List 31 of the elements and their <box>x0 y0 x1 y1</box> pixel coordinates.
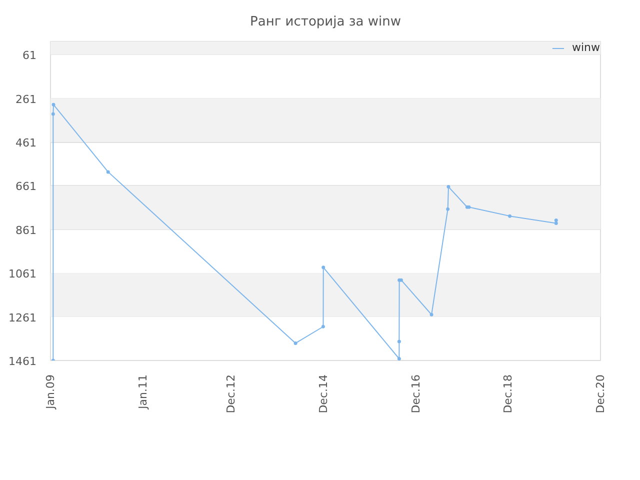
point <box>554 218 558 222</box>
legend-label: winw <box>572 41 600 54</box>
x-tick-label: Dec.16 <box>409 374 422 414</box>
point <box>321 324 325 328</box>
x-tick-label: Jan.11 <box>136 374 150 410</box>
point <box>508 214 512 218</box>
point <box>51 112 55 116</box>
point <box>294 341 298 345</box>
point <box>397 357 401 360</box>
point <box>52 102 56 106</box>
y-tick-label: 1261 <box>8 311 37 324</box>
point <box>446 207 450 211</box>
y-tick-label: 861 <box>16 224 37 237</box>
x-tick-label: Dec.18 <box>502 374 515 414</box>
point <box>106 170 110 174</box>
chart-title: Ранг историја за winw <box>250 14 402 30</box>
y-tick-label: 661 <box>16 180 37 194</box>
point <box>554 222 558 226</box>
point <box>322 266 326 270</box>
x-tick-label: Dec.12 <box>224 374 238 414</box>
y-tick-label: 1061 <box>8 268 37 281</box>
point <box>446 185 450 189</box>
y-tick-label: 261 <box>16 92 37 106</box>
x-tick-label: Dec.14 <box>316 374 330 414</box>
point <box>397 340 401 344</box>
point <box>430 312 434 316</box>
x-tick-label: Dec.20 <box>594 374 607 414</box>
y-tick-label: 1461 <box>8 355 37 368</box>
x-tick-label: Jan.09 <box>44 374 57 410</box>
y-tick-label: 461 <box>16 136 37 150</box>
y-tick-label: 61 <box>22 49 37 62</box>
